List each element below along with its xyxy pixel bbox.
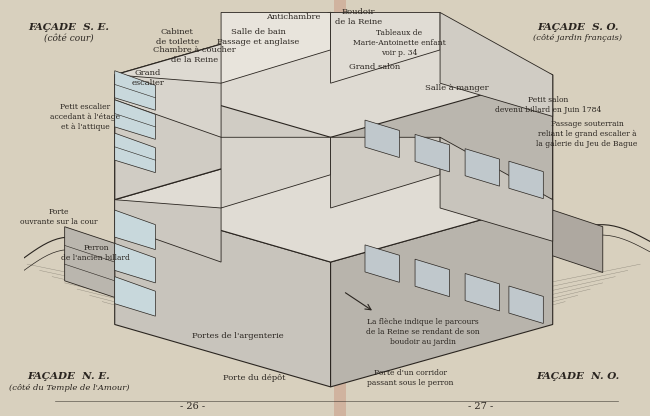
Polygon shape <box>552 210 603 272</box>
Polygon shape <box>465 149 499 186</box>
Polygon shape <box>114 75 221 137</box>
Text: Tableaux de
Marie-Antoinette enfant
voir p. 34: Tableaux de Marie-Antoinette enfant voir… <box>353 30 446 57</box>
Text: Salle de bain
Passage et anglaise: Salle de bain Passage et anglaise <box>218 28 300 45</box>
Text: Salle à manger: Salle à manger <box>425 84 489 92</box>
Text: (côté cour): (côté cour) <box>44 34 94 43</box>
Text: FAÇADE  N. O.: FAÇADE N. O. <box>536 372 619 381</box>
Text: Portes de l'argenterie: Portes de l'argenterie <box>192 332 284 340</box>
Text: Chambre à coucher
de la Reine: Chambre à coucher de la Reine <box>153 46 235 64</box>
Polygon shape <box>114 133 155 173</box>
Polygon shape <box>415 134 449 172</box>
Bar <box>333 0 346 416</box>
Polygon shape <box>331 12 440 83</box>
Polygon shape <box>64 227 114 297</box>
Text: Cabinet
de toilette: Cabinet de toilette <box>156 28 199 45</box>
Text: Porte du dépôt: Porte du dépôt <box>223 374 285 382</box>
Polygon shape <box>465 273 499 311</box>
Text: Perron
de l'ancien billard: Perron de l'ancien billard <box>62 244 131 262</box>
Polygon shape <box>440 137 552 241</box>
Text: La flèche indique le parcours
de la Reine se rendant de son
boudoir au jardin: La flèche indique le parcours de la Rein… <box>367 318 480 346</box>
Text: FAÇADE  N. E.: FAÇADE N. E. <box>28 372 110 381</box>
Text: Porte
ouvrante sur la cour: Porte ouvrante sur la cour <box>20 208 97 226</box>
Text: Antichambre: Antichambre <box>266 12 320 21</box>
Text: (côté du Temple de l'Amour): (côté du Temple de l'Amour) <box>9 384 129 392</box>
Text: - 26 -: - 26 - <box>180 402 205 411</box>
Text: Boudoir
de la Reine: Boudoir de la Reine <box>335 8 382 25</box>
Polygon shape <box>440 12 552 116</box>
Text: Grand salon: Grand salon <box>349 63 400 72</box>
Polygon shape <box>509 161 543 199</box>
Text: (côté jardin français): (côté jardin français) <box>533 34 622 42</box>
Polygon shape <box>114 200 221 262</box>
Polygon shape <box>114 12 331 200</box>
Polygon shape <box>509 286 543 324</box>
Polygon shape <box>114 100 155 139</box>
Text: FAÇADE  S. E.: FAÇADE S. E. <box>29 22 110 32</box>
Polygon shape <box>331 137 440 208</box>
Polygon shape <box>114 137 552 262</box>
Polygon shape <box>365 245 399 282</box>
Text: Passage souterrain
reliant le grand escalier à
la galerie du Jeu de Bague: Passage souterrain reliant le grand esca… <box>536 120 638 148</box>
Text: - 27 -: - 27 - <box>468 402 493 411</box>
Text: Petit escalier
accedant à l'étage
et à l'attique: Petit escalier accedant à l'étage et à l… <box>50 104 120 131</box>
Polygon shape <box>114 12 552 137</box>
Polygon shape <box>114 243 155 283</box>
Polygon shape <box>114 277 155 316</box>
Polygon shape <box>114 71 155 110</box>
Polygon shape <box>415 259 449 297</box>
Polygon shape <box>331 200 552 387</box>
Polygon shape <box>221 137 331 208</box>
Text: FAÇADE  S. O.: FAÇADE S. O. <box>537 22 619 32</box>
Text: Petit salon
devenu billard en Juin 1784: Petit salon devenu billard en Juin 1784 <box>495 96 601 114</box>
Polygon shape <box>331 12 552 200</box>
Polygon shape <box>221 12 331 83</box>
Polygon shape <box>114 210 155 250</box>
Text: Grand
escalier: Grand escalier <box>131 69 164 87</box>
Text: Porte d'un corridor
passant sous le perron: Porte d'un corridor passant sous le perr… <box>367 369 454 386</box>
Polygon shape <box>365 120 399 158</box>
Polygon shape <box>114 200 331 387</box>
